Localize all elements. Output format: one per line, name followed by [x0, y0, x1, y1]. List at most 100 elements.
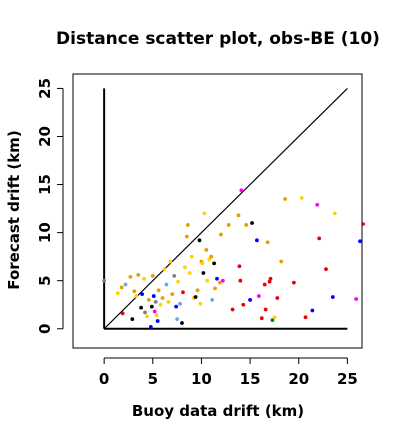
data-point: [130, 317, 135, 322]
data-point: [200, 261, 205, 266]
data-point: [204, 248, 209, 252]
data-point: [303, 315, 308, 320]
x-tick-label: 0: [99, 370, 109, 388]
data-point: [209, 254, 214, 259]
data-point: [330, 295, 335, 299]
data-point: [139, 305, 144, 310]
data-point: [226, 223, 231, 227]
data-point: [153, 299, 158, 304]
data-point: [140, 292, 144, 297]
data-point: [156, 288, 161, 293]
data-point: [123, 282, 128, 287]
data-point: [119, 285, 124, 290]
data-point: [149, 304, 154, 309]
data-point: [332, 211, 337, 216]
data-point: [115, 291, 120, 296]
data-point: [265, 240, 270, 245]
data-point: [151, 294, 156, 298]
data-point: [259, 316, 264, 321]
data-point: [237, 264, 242, 269]
data-point: [236, 213, 241, 218]
data-point: [207, 257, 212, 262]
data-point: [181, 290, 185, 295]
data-point: [136, 273, 141, 277]
data-point: [180, 321, 184, 325]
data-point: [102, 278, 107, 283]
data-point: [146, 298, 151, 302]
x-tick-label: 20: [288, 370, 309, 388]
data-point: [150, 273, 155, 278]
data-point: [175, 317, 180, 322]
x-axis: 0 5 10 15 20 25: [99, 357, 358, 388]
data-point: [152, 309, 157, 314]
reference-lines: [103, 87, 348, 330]
data-point: [270, 318, 275, 323]
data-point: [213, 286, 217, 291]
data-point: [170, 292, 175, 297]
y-tick-label: 25: [36, 78, 54, 99]
chart-title: Distance scatter plot, obs-BE (10): [56, 29, 380, 49]
data-point: [197, 238, 202, 243]
x-axis-label: Buoy data drift (km): [132, 402, 304, 420]
data-point: [210, 298, 215, 302]
data-point: [120, 311, 125, 316]
data-point: [268, 276, 273, 281]
data-point: [195, 288, 200, 293]
data-point: [202, 211, 207, 216]
data-point: [183, 265, 187, 270]
data-point: [155, 319, 160, 323]
y-tick-label: 0: [36, 324, 54, 334]
data-point: [310, 308, 315, 313]
data-point: [255, 238, 259, 243]
data-point: [262, 282, 267, 287]
data-points: [102, 188, 365, 329]
data-point: [174, 304, 179, 309]
data-point: [219, 232, 223, 237]
data-point: [128, 274, 133, 279]
data-point: [248, 298, 252, 302]
data-point: [184, 234, 189, 239]
data-point: [317, 236, 322, 241]
x-tick-label: 15: [240, 370, 261, 388]
data-point: [215, 276, 219, 281]
data-point: [189, 254, 194, 259]
data-point: [185, 223, 190, 227]
data-point: [187, 271, 192, 275]
y-tick-label: 5: [36, 275, 54, 285]
data-point: [143, 310, 147, 315]
data-point: [160, 296, 165, 300]
data-point: [162, 267, 167, 272]
data-point: [148, 324, 153, 329]
data-point: [256, 294, 261, 298]
reference-line-identity: [103, 87, 348, 330]
data-point: [134, 294, 139, 298]
data-point: [172, 273, 177, 278]
data-point: [158, 302, 163, 307]
data-point: [324, 267, 328, 272]
data-point: [361, 222, 365, 226]
data-point: [154, 313, 159, 318]
data-point: [205, 278, 210, 283]
x-tick-label: 25: [337, 370, 358, 388]
y-axis: 0 5 10 15 20 25: [36, 78, 64, 334]
data-point: [218, 280, 222, 285]
data-point: [283, 197, 288, 201]
data-point: [176, 279, 180, 284]
data-point: [250, 221, 254, 225]
data-point: [212, 261, 216, 266]
data-point: [239, 188, 244, 193]
y-tick-label: 20: [36, 126, 54, 147]
y-tick-label: 10: [36, 222, 54, 243]
data-point: [142, 276, 146, 281]
y-tick-label: 15: [36, 174, 54, 195]
data-point: [241, 302, 246, 307]
data-point: [291, 280, 296, 285]
data-point: [275, 296, 280, 300]
x-tick-label: 5: [148, 370, 158, 388]
data-point: [178, 301, 182, 306]
x-tick-label: 10: [191, 370, 212, 388]
plot-frame: [72, 73, 363, 349]
data-point: [244, 223, 249, 227]
data-point: [358, 239, 362, 244]
data-point: [354, 297, 359, 301]
